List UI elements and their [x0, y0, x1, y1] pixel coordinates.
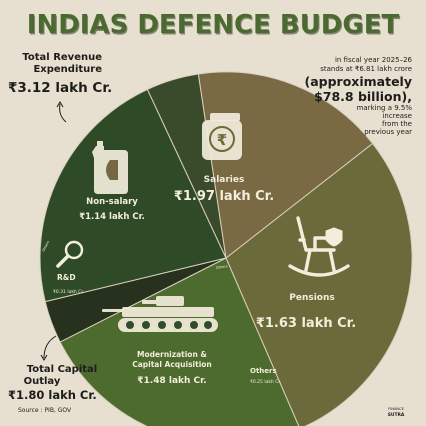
magnifier-icon — [56, 240, 84, 268]
rnd-label: R&D — [57, 273, 76, 282]
source-note: Source : PIB, GOV — [18, 407, 72, 414]
chart-title: INDIAS DEFENCE BUDGET — [27, 10, 400, 40]
non-salary-label: Non-salary — [86, 197, 138, 207]
rnd-value: ₹0.31 lakh Cr. — [53, 289, 84, 295]
capital-value: ₹1.80 lakh Cr. — [8, 388, 97, 402]
modernization-value: ₹1.48 lakh Cr. — [137, 376, 206, 386]
revenue-callout: Total Revenue Expenditure ₹3.12 lakh Cr. — [8, 52, 112, 123]
capital-label: Total Capital — [27, 364, 97, 375]
capital-callout: Total Capital Outlay ₹1.80 lakh Cr. — [8, 335, 97, 402]
arrow-head-icon — [56, 101, 64, 108]
jerrycan-icon — [92, 141, 128, 194]
brand-logo: FINANCE SUTRA — [376, 403, 416, 419]
pie-slice-non-salary — [197, 71, 374, 259]
rupee-wallet-icon: ₹ — [202, 113, 242, 160]
non-salary-value: ₹1.14 lakh Cr. — [79, 212, 145, 222]
intro-line: stands at ₹6.81 lakh crore — [320, 65, 412, 73]
others-tiny-label: Others — [41, 240, 50, 252]
intro-line: marking a 9.5% — [357, 104, 413, 112]
revenue-value: ₹3.12 lakh Cr. — [8, 80, 112, 96]
intro-highlight: $78.8 billion), — [314, 89, 412, 104]
tank-icon — [102, 296, 218, 332]
others-tiny-label: Others — [216, 264, 228, 270]
pie-slice-salaries — [225, 142, 413, 426]
intro-line: in fiscal year 2025–26 — [335, 56, 413, 64]
pensions-value: ₹1.63 lakh Cr. — [256, 316, 356, 331]
brand-text: SUTRA — [388, 412, 405, 418]
revenue-label: Expenditure — [33, 64, 102, 75]
modernization-label: Capital Acquisition — [132, 360, 212, 369]
slice-labels: Salaries ₹1.97 lakh Cr. Non-salary ₹1.14… — [53, 175, 356, 386]
capital-arrow — [43, 335, 57, 359]
pie-slice-pensions — [59, 257, 300, 426]
modernization-label: Modernization & — [137, 350, 207, 359]
intro-line: previous year — [364, 128, 412, 136]
pensions-label: Pensions — [289, 293, 335, 303]
salaries-value: ₹1.97 lakh Cr. — [174, 189, 274, 204]
pie-slices — [39, 71, 413, 426]
others-label: Others — [250, 367, 277, 375]
rocking-chair-icon — [288, 216, 350, 277]
capital-label: Outlay — [24, 376, 61, 387]
arrow-head-icon — [40, 354, 48, 361]
revenue-label: Total Revenue — [22, 52, 102, 63]
revenue-arrow — [59, 103, 67, 123]
brand-text: FINANCE — [388, 407, 404, 411]
intro-line: increase — [382, 112, 412, 120]
salaries-label: Salaries — [204, 175, 245, 185]
others-value: ₹0.25 lakh Cr. — [250, 379, 281, 385]
intro-text: in fiscal year 2025–26 stands at ₹6.81 l… — [305, 56, 413, 136]
intro-line: from the — [382, 120, 412, 128]
pie-slice-modernization — [39, 88, 227, 303]
intro-highlight: (approximately — [305, 74, 413, 89]
svg-text:₹: ₹ — [217, 131, 227, 149]
